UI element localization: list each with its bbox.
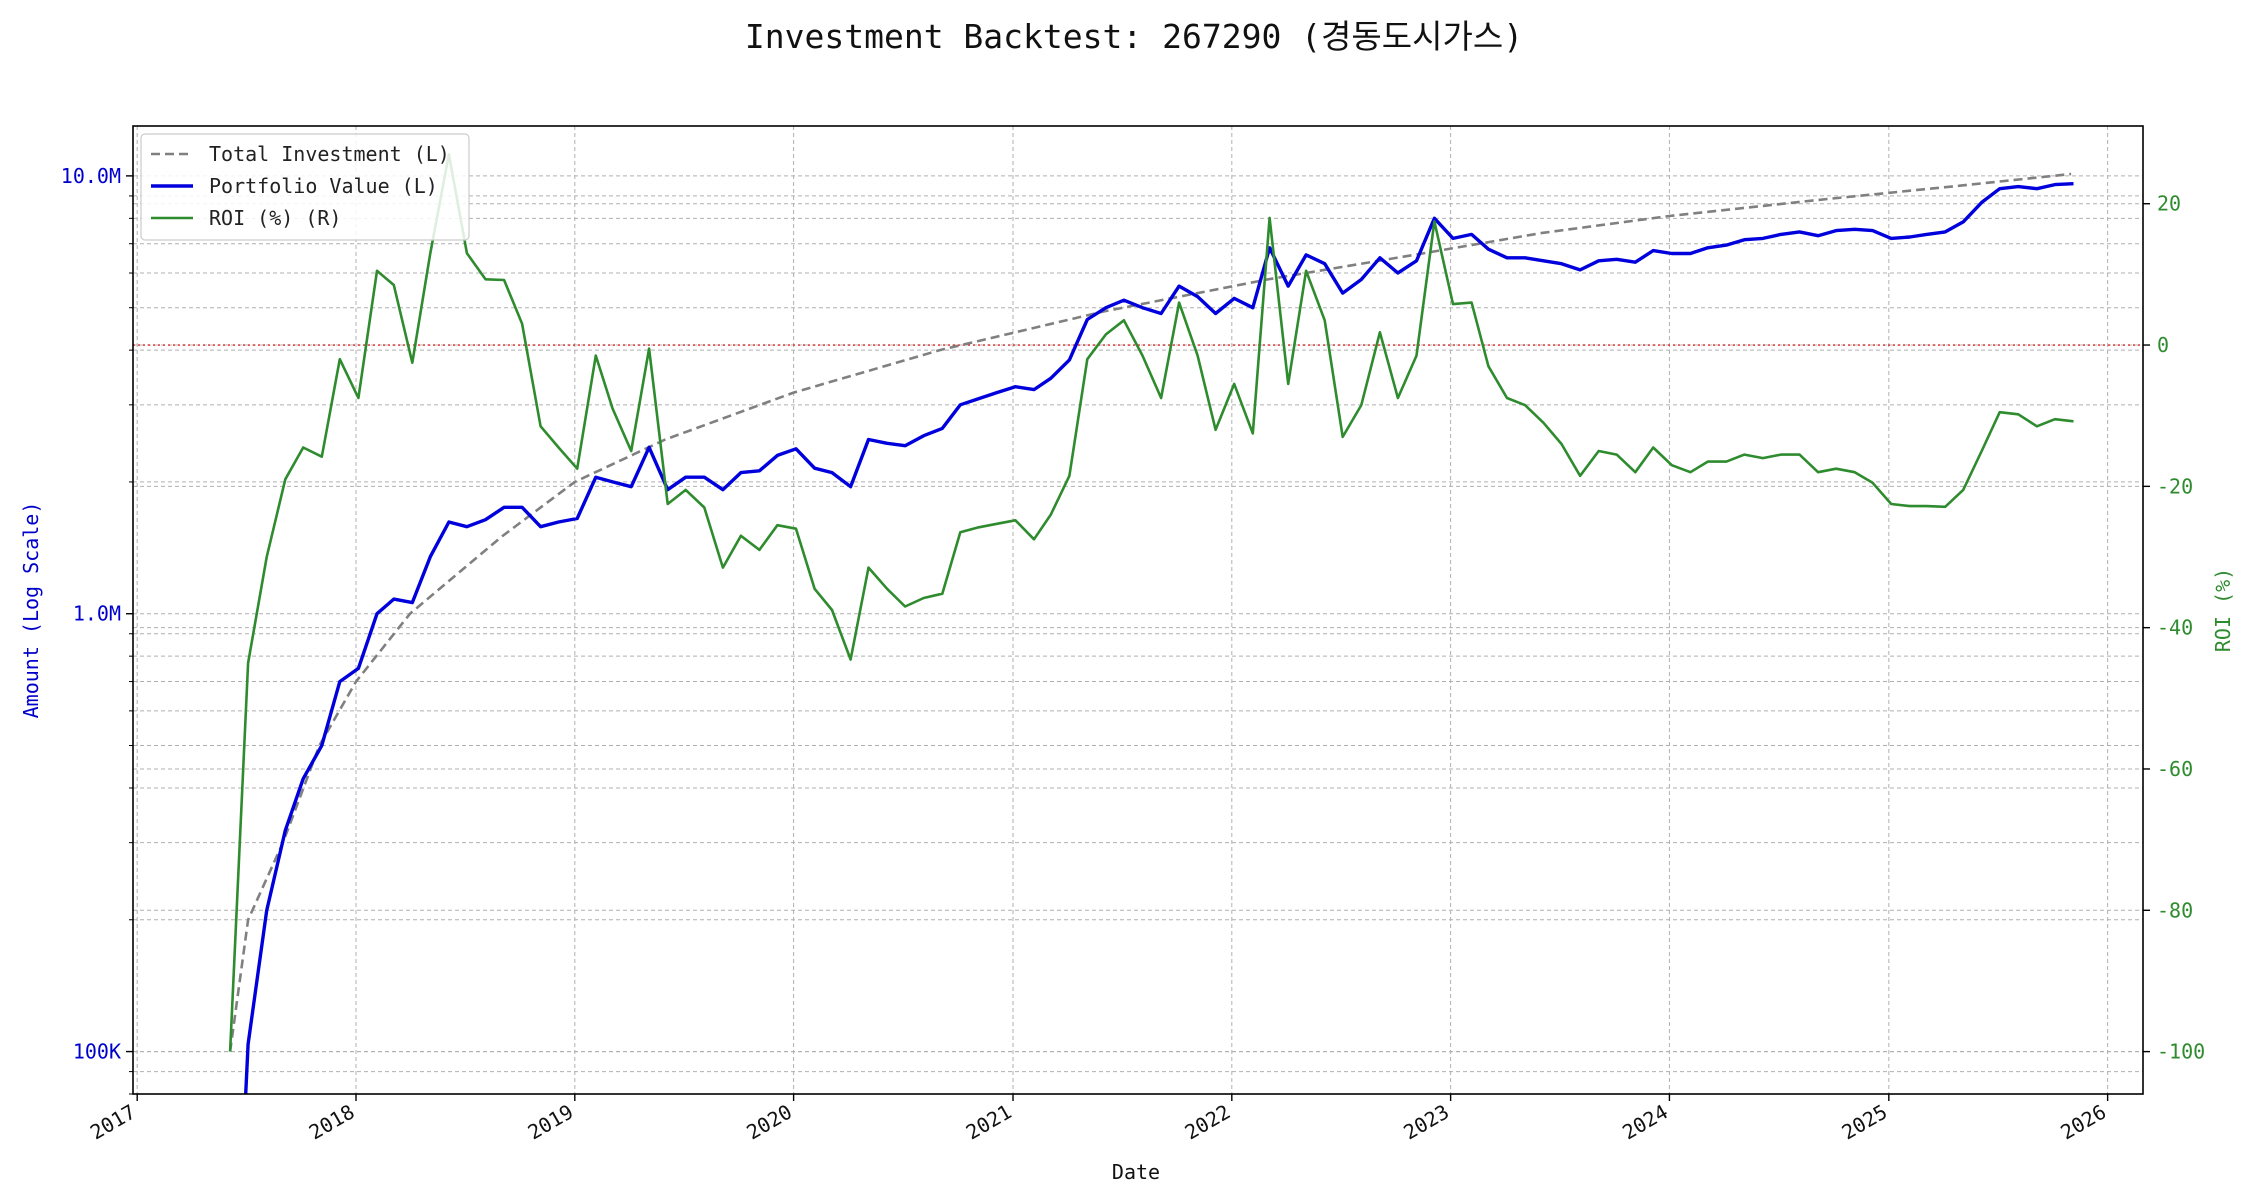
x-tick-label: 2020 <box>742 1100 796 1145</box>
right-tick-label: 20 <box>2157 192 2181 216</box>
x-axis-ticks: 2017 2018 2019 2020 2021 2022 2023 2024 2025 2026 <box>86 1094 2110 1144</box>
legend: Total Investment (L) Portfolio Value (L) R… <box>140 133 470 241</box>
x-axis-label: Date <box>1112 1160 1160 1184</box>
right-tick-label: -100 <box>2157 1040 2205 1064</box>
series-line-total <box>228 172 2072 1052</box>
left-axis-ticks: 100K 1.0M 10.0M <box>61 164 133 1095</box>
left-tick-label: 10.0M <box>61 164 121 188</box>
right-tick-label: 0 <box>2157 333 2169 357</box>
x-tick-label: 2022 <box>1181 1100 1235 1145</box>
left-axis-label: Amount (Log Scale) <box>19 502 43 719</box>
right-axis-label: ROI (%) <box>2211 568 2235 652</box>
right-tick-label: -80 <box>2157 898 2193 922</box>
chart-title: Investment Backtest: 267290 (경동도시가스) <box>745 17 1523 56</box>
plot-frame <box>132 125 2144 1095</box>
legend-label: Portfolio Value (L) <box>209 174 438 198</box>
left-tick-label: 1.0M <box>73 602 121 626</box>
right-tick-label: -60 <box>2157 757 2193 781</box>
x-tick-label: 2024 <box>1618 1100 1672 1145</box>
legend-box <box>140 133 470 241</box>
series-line-portfolio <box>244 182 2074 1095</box>
x-tick-label: 2021 <box>962 1100 1016 1145</box>
series-line-roi <box>228 153 2074 1052</box>
legend-label: ROI (%) (R) <box>209 206 341 230</box>
x-tick-label: 2017 <box>86 1100 140 1145</box>
grid-lines <box>133 126 2143 1095</box>
x-tick-label: 2018 <box>305 1100 359 1145</box>
x-tick-label: 2019 <box>524 1100 578 1145</box>
right-tick-label: -20 <box>2157 474 2193 498</box>
series-lines <box>228 153 2074 1095</box>
x-tick-label: 2023 <box>1399 1100 1453 1145</box>
legend-label: Total Investment (L) <box>209 142 450 166</box>
left-tick-label: 100K <box>73 1040 121 1064</box>
right-tick-label: -40 <box>2157 616 2193 640</box>
right-axis-ticks: 20 0 -20 -40 -60 -80 -100 <box>2143 192 2205 1064</box>
x-tick-label: 2026 <box>2056 1100 2110 1145</box>
x-tick-label: 2025 <box>1838 1100 1892 1145</box>
